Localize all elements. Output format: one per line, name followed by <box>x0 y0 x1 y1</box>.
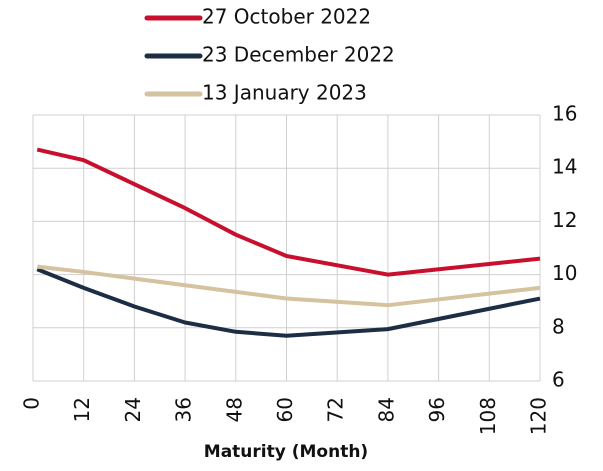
x-tick-label: 36 <box>172 397 196 422</box>
y-tick-label: 6 <box>552 368 565 392</box>
y-tick-label: 14 <box>552 155 577 179</box>
x-tick-label: 0 <box>20 397 44 410</box>
y-tick-label: 10 <box>552 261 577 285</box>
legend-label: 27 October 2022 <box>202 5 371 29</box>
x-tick-label: 48 <box>222 397 246 422</box>
x-tick-label: 24 <box>121 397 145 422</box>
line-series <box>36 267 541 338</box>
y-tick-label: 8 <box>552 314 565 338</box>
x-tick-label: 120 <box>527 397 551 435</box>
y-tick-label: 12 <box>552 208 577 232</box>
y-tick-label: 16 <box>552 102 577 126</box>
x-tick-label: 108 <box>476 397 500 435</box>
x-tick-label: 60 <box>273 397 297 422</box>
legend-label: 23 December 2022 <box>202 43 395 67</box>
x-tick-label: 12 <box>70 397 94 422</box>
line-series <box>36 264 541 308</box>
x-tick-label: 72 <box>324 397 348 422</box>
x-tick-label: 96 <box>425 397 449 422</box>
line-series <box>36 147 541 277</box>
x-axis-label: Maturity (Month) <box>204 442 368 462</box>
legend-label: 13 January 2023 <box>202 81 367 105</box>
x-tick-label: 84 <box>374 397 398 422</box>
